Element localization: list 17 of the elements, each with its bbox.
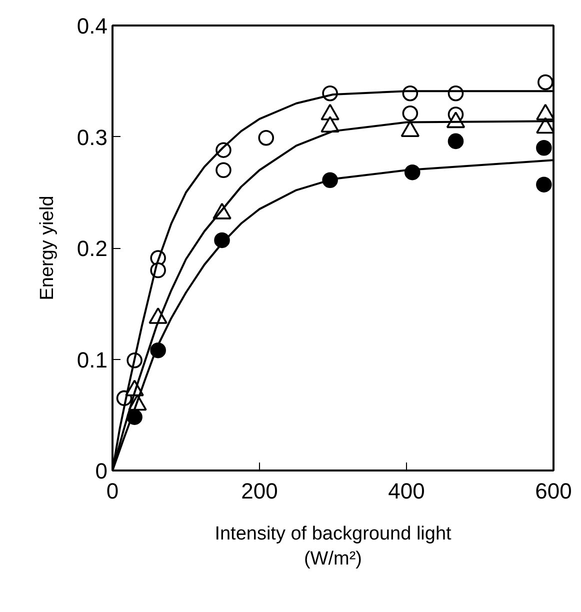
point: [536, 140, 552, 156]
y-tick-label: 0.2: [76, 236, 108, 261]
point: [216, 162, 232, 178]
y-tick-label: 0: [95, 458, 108, 484]
x-tick-label: 600: [535, 478, 572, 504]
y-tick-label: 0.3: [76, 124, 108, 150]
x-axis-title: Intensity of background light (W/m²): [214, 524, 452, 570]
point: [536, 176, 552, 192]
point: [402, 106, 418, 122]
y-tick-label: 0.4: [76, 14, 108, 38]
y-axis-title: Energy yield: [36, 196, 58, 300]
point: [538, 74, 554, 90]
x-tick-label: 400: [388, 478, 425, 504]
point: [448, 133, 464, 150]
y-tick-label: 0.1: [76, 347, 108, 372]
point: [258, 130, 274, 146]
x-tick-label: 200: [241, 478, 278, 504]
